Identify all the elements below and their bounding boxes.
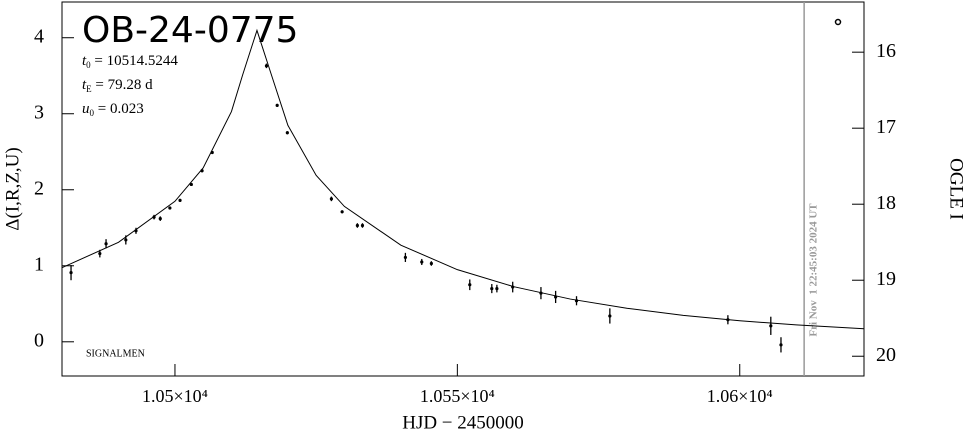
param-value: = 0.023 — [94, 101, 144, 117]
param-symbol: t — [82, 77, 87, 93]
y2-tick-label: 19 — [876, 268, 896, 290]
data-point — [608, 314, 612, 318]
x-tick-label: 1.06×10⁴ — [707, 386, 773, 406]
param-symbol: u — [82, 101, 90, 117]
data-point — [511, 285, 515, 289]
y2-tick-label: 18 — [876, 192, 896, 214]
parameter: t0 = 10514.5244 — [82, 53, 178, 70]
data-point — [779, 343, 783, 347]
data-point — [769, 324, 773, 328]
chart-title: OB-24-0775 — [82, 10, 298, 51]
data-point — [420, 260, 424, 264]
data-point — [329, 197, 334, 201]
data-point — [189, 182, 193, 187]
x-tick-label: 1.05×10⁴ — [142, 386, 208, 406]
plot-frame — [61, 1, 865, 377]
parameter: u0 = 0.023 — [82, 101, 144, 118]
param-value: = 10514.5244 — [91, 53, 179, 69]
data-point — [539, 291, 543, 295]
data-point — [574, 299, 579, 303]
data-point — [285, 131, 289, 135]
data-point — [355, 223, 359, 228]
data-point — [495, 286, 499, 291]
data-point — [134, 229, 138, 233]
credit: SIGNALMEN — [86, 348, 145, 359]
param-value: = 79.28 d — [92, 77, 153, 93]
y-tick-label: 0 — [34, 329, 44, 351]
x-axis-label: HJD − 2450000 — [402, 412, 524, 433]
y2-axis-label: OGLE I — [946, 158, 965, 220]
data-point — [403, 255, 407, 260]
now-label: Fri Nov 1 22:45:03 2024 UT — [808, 203, 820, 337]
x-tick-label: 1.055×10⁴ — [420, 386, 495, 406]
data-point — [178, 198, 182, 203]
model-curve — [61, 28, 865, 330]
data-point — [124, 238, 128, 242]
y2-tick-label: 16 — [876, 40, 896, 62]
y-tick-label: 1 — [34, 253, 44, 275]
param-subscript: 0 — [86, 60, 91, 70]
param-subscript: 0 — [90, 108, 95, 118]
y2-tick-label: 17 — [876, 116, 896, 138]
logo-dot — [834, 18, 842, 26]
data-point — [158, 217, 162, 221]
y-tick-label: 2 — [34, 177, 44, 199]
data-point — [168, 206, 172, 210]
y-axis-label: Δ(I,R,Z,U) — [2, 147, 23, 230]
data-point — [152, 215, 156, 219]
data-point — [490, 286, 494, 291]
data-point — [104, 242, 108, 246]
param-symbol: t — [82, 53, 87, 69]
param-subscript: E — [86, 84, 92, 94]
data-point — [98, 252, 102, 256]
data-point — [429, 261, 433, 266]
data-point — [468, 283, 472, 287]
data-point — [360, 223, 365, 228]
data-point — [340, 210, 344, 214]
data-point — [210, 150, 214, 155]
data-point — [554, 295, 558, 299]
data-point — [726, 318, 730, 322]
data-point — [264, 64, 269, 68]
y2-tick-label: 20 — [876, 344, 896, 366]
y-tick-label: 3 — [34, 101, 44, 123]
data-point — [200, 169, 204, 173]
data-point — [275, 103, 279, 107]
data-point — [69, 271, 73, 275]
parameter: tE = 79.28 d — [82, 77, 153, 94]
y-tick-label: 4 — [34, 25, 44, 47]
